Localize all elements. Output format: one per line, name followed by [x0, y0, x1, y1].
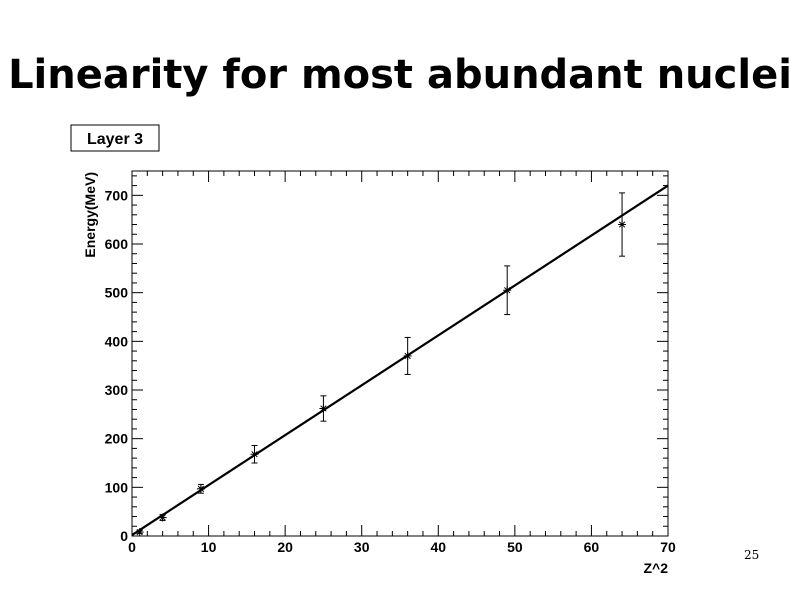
data-point — [158, 513, 167, 522]
marker-stroke — [159, 514, 166, 521]
x-tick-label: 70 — [660, 539, 676, 555]
y-tick-label: 0 — [120, 528, 128, 544]
y-tick-label: 600 — [105, 236, 129, 252]
plot-area — [131, 170, 669, 537]
data-point — [250, 444, 259, 464]
fit-line — [131, 184, 669, 536]
data-points — [135, 192, 627, 537]
plot-frame: Layer 3 0 10 20 30 40 50 60 70 0 100 200 300 400 500 6… — [68, 118, 690, 578]
chart-title-box: Layer 3 — [70, 124, 160, 152]
x-tick-label: 60 — [584, 539, 600, 555]
data-point — [618, 192, 627, 257]
y-tick-label: 300 — [105, 382, 129, 398]
y-tick-label: 700 — [105, 187, 129, 203]
slide-number: 25 — [744, 548, 760, 562]
x-tick-label: 40 — [430, 539, 446, 555]
x-tick-label: 50 — [507, 539, 523, 555]
chart-title: Layer 3 — [87, 131, 143, 148]
data-point — [503, 265, 512, 316]
marker-stroke — [197, 485, 205, 492]
y-tick-label: 400 — [105, 333, 129, 349]
marker-stroke — [136, 528, 143, 536]
marker-stroke — [251, 451, 258, 458]
data-point — [135, 528, 144, 537]
y-tick-label: 100 — [105, 479, 129, 495]
data-point — [403, 336, 412, 375]
marker-stroke — [320, 405, 327, 412]
marker-stroke — [504, 287, 511, 294]
x-axis-label: Z^2 — [643, 560, 668, 576]
data-point — [319, 395, 328, 422]
axis-ticks — [131, 171, 669, 537]
y-tick-label: 500 — [105, 285, 129, 301]
slide-title: Linearity for most abundant nuclei — [8, 52, 792, 98]
marker-stroke — [404, 352, 411, 360]
marker-stroke — [618, 221, 626, 228]
x-tick-label: 10 — [201, 539, 217, 555]
chart: Layer 3 0 10 20 30 40 50 60 7001002003004005006… — [70, 124, 676, 576]
x-tick-label: 30 — [354, 539, 370, 555]
data-point — [196, 483, 205, 494]
x-tick-label: 0 — [128, 539, 136, 555]
y-tick-label: 200 — [105, 431, 129, 447]
x-tick-label: 20 — [277, 539, 293, 555]
y-axis-label: Energy(MeV) — [82, 172, 98, 258]
